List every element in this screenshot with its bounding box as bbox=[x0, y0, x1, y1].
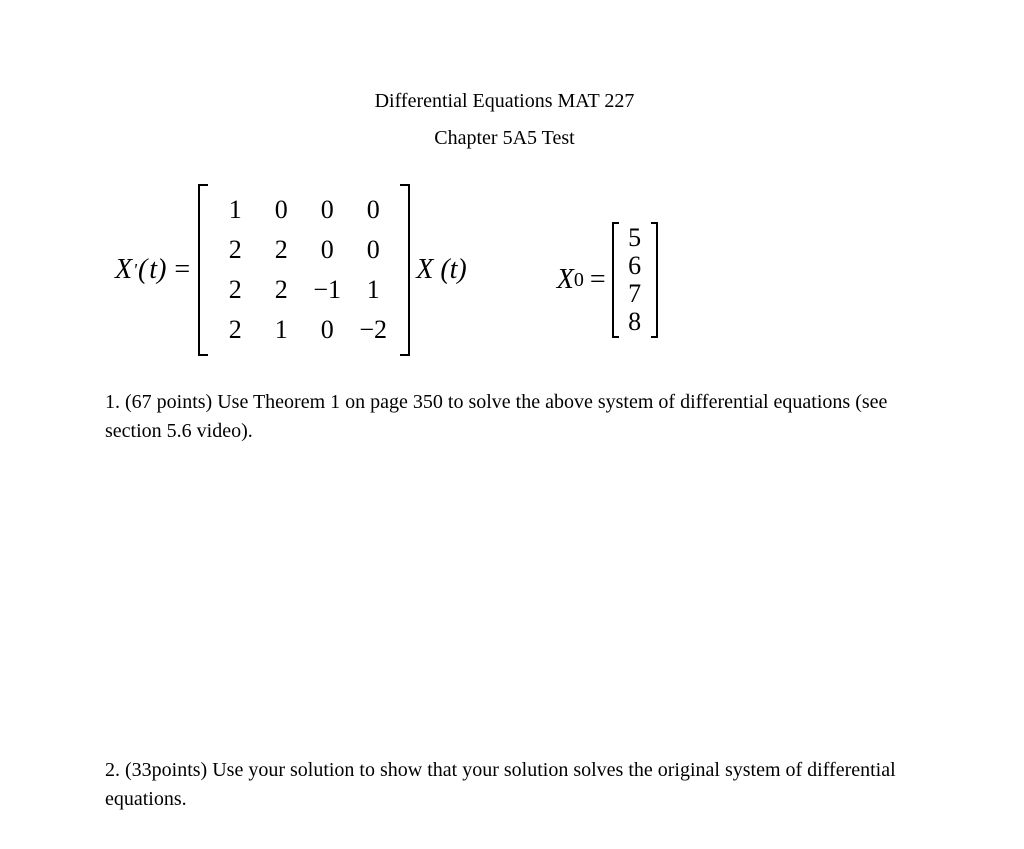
problem-2: 2. (33points) Use your solution to show … bbox=[105, 756, 904, 814]
problem-1: 1. (67 points) Use Theorem 1 on page 350… bbox=[105, 388, 904, 446]
matrix-a-body: 1 0 0 0 2 2 0 0 2 2 −1 1 2 1 0 −2 bbox=[208, 184, 400, 356]
cell: 0 bbox=[367, 235, 380, 265]
cell: 7 bbox=[628, 279, 641, 309]
cell: −2 bbox=[359, 315, 387, 345]
cell: 1 bbox=[229, 195, 242, 225]
system-equation: X ' ((t)t) = 1 0 0 0 2 2 0 0 2 2 −1 1 2 … bbox=[115, 184, 904, 356]
cell: 6 bbox=[628, 251, 641, 281]
course-title: Differential Equations MAT 227 bbox=[105, 90, 904, 113]
cell: 2 bbox=[229, 275, 242, 305]
cell: 0 bbox=[321, 235, 334, 265]
cell: 1 bbox=[367, 275, 380, 305]
cell: 5 bbox=[628, 223, 641, 253]
vertical-spacer bbox=[105, 446, 904, 756]
coefficient-matrix: 1 0 0 0 2 2 0 0 2 2 −1 1 2 1 0 −2 bbox=[198, 184, 410, 356]
cell: 2 bbox=[229, 315, 242, 345]
cell: 8 bbox=[628, 307, 641, 337]
ic-variable: X bbox=[557, 264, 574, 296]
cell: 0 bbox=[275, 195, 288, 225]
cell: 1 bbox=[275, 315, 288, 345]
lhs-variable: X bbox=[115, 254, 132, 286]
cell: 2 bbox=[229, 235, 242, 265]
equals-sign-1: = bbox=[174, 254, 190, 286]
chapter-subtitle: Chapter 5A5 Test bbox=[105, 127, 904, 150]
initial-vector: 5 6 7 8 bbox=[612, 222, 658, 338]
cell: 2 bbox=[275, 275, 288, 305]
ic-subscript: 0 bbox=[574, 269, 584, 292]
prime-mark: ' bbox=[133, 260, 137, 281]
equals-sign-2: = bbox=[590, 264, 606, 296]
cell: 0 bbox=[321, 195, 334, 225]
initial-condition: X 0 = 5 6 7 8 bbox=[557, 222, 658, 338]
cell: 0 bbox=[321, 315, 334, 345]
cell: 0 bbox=[367, 195, 380, 225]
cell: −1 bbox=[313, 275, 341, 305]
rhs-xoft: X (t) bbox=[416, 254, 467, 286]
cell: 2 bbox=[275, 235, 288, 265]
lhs-argument: ((t)t) bbox=[138, 254, 166, 286]
